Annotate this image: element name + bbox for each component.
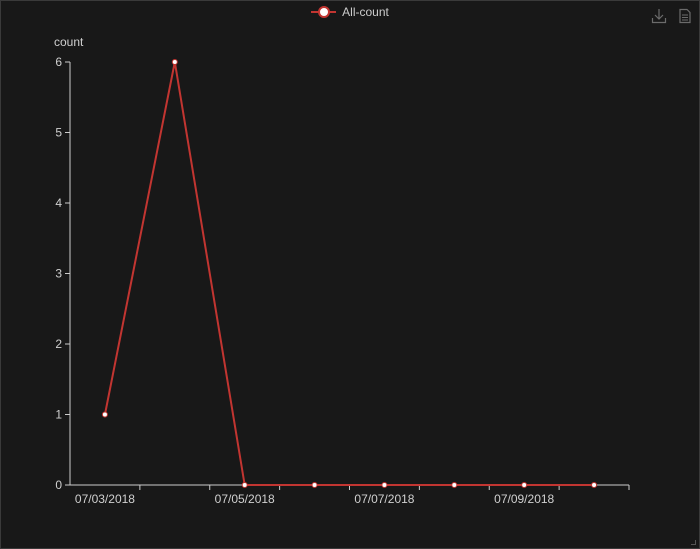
data-point[interactable] (311, 482, 318, 488)
resize-handle-icon (691, 540, 696, 545)
y-tick-label: 5 (55, 126, 62, 140)
legend-label: All-count (342, 5, 389, 19)
x-tick-label: 07/07/2018 (354, 492, 414, 506)
y-tick-label: 0 (55, 478, 62, 492)
y-axis: 0 1 2 3 4 5 6 count (54, 35, 84, 492)
x-tick-label: 07/09/2018 (494, 492, 554, 506)
data-point[interactable] (171, 59, 178, 65)
series-all-count (101, 59, 598, 488)
series-line (103, 61, 595, 486)
legend: All-count (1, 5, 699, 19)
download-icon[interactable] (651, 8, 667, 24)
legend-item-all-count[interactable]: All-count (311, 5, 389, 19)
y-tick-label: 3 (55, 267, 62, 281)
data-point[interactable] (241, 482, 248, 488)
y-tick-label: 2 (55, 337, 62, 351)
y-axis-title: count (54, 35, 84, 49)
x-axis: 07/03/2018 07/05/2018 07/07/2018 07/09/2018 (70, 484, 630, 506)
data-point[interactable] (101, 411, 108, 418)
x-tick-label: 07/03/2018 (75, 492, 135, 506)
data-point[interactable] (591, 482, 598, 488)
data-point[interactable] (521, 482, 528, 488)
x-tick-label: 07/05/2018 (215, 492, 275, 506)
legend-marker-icon (311, 5, 337, 19)
y-tick-label: 6 (55, 55, 62, 69)
data-point[interactable] (451, 482, 458, 488)
toolbox (651, 8, 693, 24)
y-tick-label: 1 (55, 408, 62, 422)
data-point[interactable] (381, 482, 388, 488)
y-tick-label: 4 (55, 196, 62, 210)
document-icon[interactable] (677, 8, 693, 24)
